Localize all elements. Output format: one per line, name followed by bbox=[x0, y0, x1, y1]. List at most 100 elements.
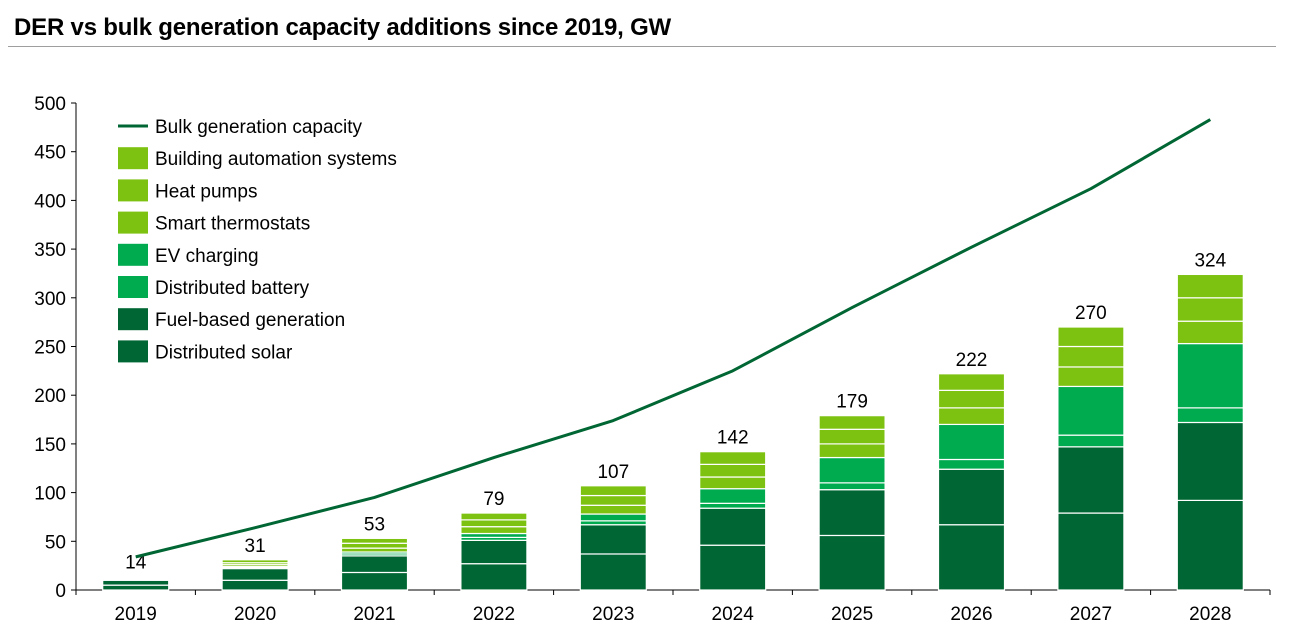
bar-total-label: 324 bbox=[1194, 250, 1226, 271]
bar-segment-building-automation-systems bbox=[221, 559, 289, 564]
x-tick-label: 2023 bbox=[592, 604, 634, 625]
bar-segment-ev-charging bbox=[699, 488, 767, 504]
bar-segment-building-automation-systems bbox=[460, 512, 528, 521]
legend-label: Distributed solar bbox=[155, 342, 293, 363]
legend-label: Bulk generation capacity bbox=[155, 117, 363, 138]
x-tick-label: 2026 bbox=[950, 604, 992, 625]
legend-swatch bbox=[118, 308, 148, 331]
bar-segment-distributed-solar bbox=[579, 553, 647, 591]
bar-segment-distributed-battery bbox=[818, 482, 886, 491]
bar-segment-heat-pumps bbox=[340, 542, 409, 549]
bar-segment-distributed-solar bbox=[340, 571, 409, 591]
bar-segment-fuel-based-generation bbox=[221, 567, 289, 581]
bar-total-label: 142 bbox=[717, 428, 749, 449]
bar-segment-smart-thermostats bbox=[818, 443, 886, 459]
legend-swatch bbox=[118, 243, 148, 266]
bar-segment-fuel-based-generation bbox=[699, 507, 767, 546]
y-tick-label: 0 bbox=[55, 581, 66, 602]
line-series-bulk-generation-capacity bbox=[135, 118, 1212, 559]
y-tick-label: 450 bbox=[34, 143, 66, 164]
bar-segment-heat-pumps bbox=[1176, 297, 1244, 322]
legend-label: Distributed battery bbox=[155, 278, 310, 299]
bar-segment-heat-pumps bbox=[937, 389, 1006, 409]
bar-total-label: 14 bbox=[125, 552, 147, 573]
legend-swatch bbox=[118, 179, 148, 202]
y-tick-label: 500 bbox=[34, 94, 66, 115]
bar-segment-distributed-battery bbox=[937, 458, 1006, 470]
bar-segment-fuel-based-generation bbox=[1057, 446, 1125, 514]
y-tick-label: 350 bbox=[34, 240, 66, 261]
bar-segment-heat-pumps bbox=[699, 463, 767, 478]
bar-segment-distributed-solar bbox=[818, 534, 886, 591]
legend-swatch bbox=[118, 340, 148, 363]
legend-swatch bbox=[118, 276, 148, 298]
bar-segment-distributed-solar bbox=[460, 563, 528, 591]
x-tick-label: 2021 bbox=[353, 604, 395, 625]
y-tick-label: 100 bbox=[34, 484, 66, 505]
bar-segment-distributed-solar bbox=[221, 579, 289, 591]
bar-segment-building-automation-systems bbox=[340, 537, 409, 544]
legend-swatch bbox=[118, 147, 148, 170]
bar-segment-ev-charging bbox=[579, 513, 647, 522]
legend-label: Heat pumps bbox=[155, 181, 257, 202]
y-tick-label: 250 bbox=[34, 338, 66, 359]
bar-segment-distributed-battery bbox=[699, 502, 767, 509]
x-tick-label: 2022 bbox=[473, 604, 515, 625]
bar-segment-ev-charging bbox=[1057, 385, 1125, 436]
bar-segment-ev-charging bbox=[937, 423, 1006, 461]
bar-segment-building-automation-systems bbox=[1057, 326, 1125, 348]
legend-swatch bbox=[118, 211, 148, 234]
bar-segment-fuel-based-generation bbox=[818, 489, 886, 537]
legend-label: Smart thermostats bbox=[155, 214, 310, 235]
bar-segment-distributed-battery bbox=[1176, 407, 1244, 424]
bar-segment-ev-charging bbox=[818, 456, 886, 484]
bar-segment-distributed-solar bbox=[699, 544, 767, 591]
bar-segment-fuel-based-generation bbox=[102, 579, 170, 586]
bar-segment-ev-charging bbox=[1176, 342, 1244, 409]
bar-segment-building-automation-systems bbox=[579, 485, 647, 497]
bar-segment-distributed-solar bbox=[1057, 512, 1125, 591]
bar-segment-fuel-based-generation bbox=[340, 555, 409, 574]
bar-segment-fuel-based-generation bbox=[579, 524, 647, 555]
bar-segment-distributed-solar bbox=[1176, 499, 1244, 591]
bar-total-label: 79 bbox=[483, 489, 504, 510]
bar-segment-building-automation-systems bbox=[937, 373, 1006, 391]
bar-total-label: 270 bbox=[1075, 303, 1107, 324]
bar-segment-fuel-based-generation bbox=[937, 468, 1006, 526]
bar-segment-building-automation-systems bbox=[1176, 273, 1244, 299]
x-tick-label: 2019 bbox=[115, 604, 157, 625]
bar-total-label: 222 bbox=[956, 350, 988, 371]
bar-segment-building-automation-systems bbox=[102, 575, 170, 578]
bar-segment-building-automation-systems bbox=[818, 415, 886, 430]
x-tick-label: 2027 bbox=[1070, 604, 1112, 625]
bar-total-label: 31 bbox=[245, 536, 266, 557]
x-tick-label: 2028 bbox=[1189, 604, 1231, 625]
x-tick-label: 2025 bbox=[831, 604, 873, 625]
y-tick-label: 50 bbox=[45, 532, 66, 553]
bar-segment-distributed-solar bbox=[937, 524, 1006, 591]
bar-total-label: 179 bbox=[836, 392, 868, 413]
bar-segment-smart-thermostats bbox=[460, 526, 528, 535]
bar-segment-heat-pumps bbox=[818, 428, 886, 445]
legend-label: EV charging bbox=[155, 246, 259, 267]
y-tick-label: 200 bbox=[34, 386, 66, 407]
x-tick-label: 2024 bbox=[712, 604, 755, 625]
bar-segment-distributed-solar bbox=[102, 584, 170, 591]
x-tick-label: 2020 bbox=[234, 604, 276, 625]
bar-segment-distributed-battery bbox=[1057, 434, 1125, 448]
bar-segment-smart-thermostats bbox=[699, 476, 767, 490]
bar-segment-heat-pumps bbox=[579, 494, 647, 506]
y-tick-label: 150 bbox=[34, 435, 66, 456]
bar-segment-building-automation-systems bbox=[699, 451, 767, 465]
bar-segment-fuel-based-generation bbox=[460, 539, 528, 565]
bar-segment-smart-thermostats bbox=[937, 407, 1006, 426]
bar-segment-smart-thermostats bbox=[579, 504, 647, 515]
bar-total-label: 107 bbox=[597, 462, 629, 483]
bar-segment-smart-thermostats bbox=[1057, 366, 1125, 388]
bar-segment-fuel-based-generation bbox=[1176, 421, 1244, 501]
legend-label: Fuel-based generation bbox=[155, 310, 345, 331]
bar-segment-smart-thermostats bbox=[1176, 320, 1244, 345]
legend-label: Building automation systems bbox=[155, 149, 397, 170]
y-tick-label: 300 bbox=[34, 289, 66, 310]
